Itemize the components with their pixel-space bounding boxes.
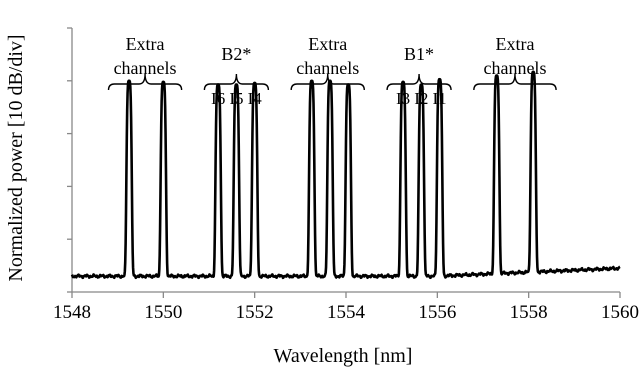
channel-label: I6 — [211, 89, 225, 108]
channel-label: I1 — [433, 89, 447, 108]
channel-label: I4 — [248, 89, 263, 108]
channel-label: I5 — [229, 89, 243, 108]
channel-label: I3 — [396, 89, 410, 108]
group-label: Extra — [495, 34, 534, 54]
group-label: channels — [296, 58, 359, 78]
annotations: Extra channels B2* Extra channels B1* Extra cha… — [107, 34, 557, 108]
channel-label: I2 — [414, 89, 428, 108]
group-label: Extra — [126, 34, 165, 54]
group-brace — [473, 73, 557, 91]
x-tick-label: 1548 — [53, 302, 91, 323]
spectrum-line — [70, 70, 621, 280]
group-label: channels — [114, 58, 177, 78]
axes: 1548 1550 1552 1554 1556 1558 1560 — [53, 27, 639, 323]
group-brace — [290, 73, 365, 91]
x-tick-label: 1556 — [418, 302, 456, 323]
x-tick-label: 1554 — [327, 302, 366, 323]
group-brace — [107, 73, 183, 91]
group-label: channels — [483, 58, 546, 78]
group-brace — [386, 73, 452, 91]
group-label: Extra — [308, 34, 347, 54]
x-tick-label: 1560 — [601, 302, 639, 323]
group-label: B2* — [221, 44, 251, 64]
x-axis-label: Wavelength [nm] — [274, 345, 413, 367]
x-tick-label: 1552 — [236, 302, 274, 323]
series — [70, 70, 621, 280]
y-axis-label: Normalized power [10 dB/div] — [5, 34, 27, 281]
group-brace — [203, 73, 270, 91]
x-tick-label: 1558 — [510, 302, 548, 323]
group-label: B1* — [404, 44, 434, 64]
x-tick-label: 1550 — [144, 302, 182, 323]
